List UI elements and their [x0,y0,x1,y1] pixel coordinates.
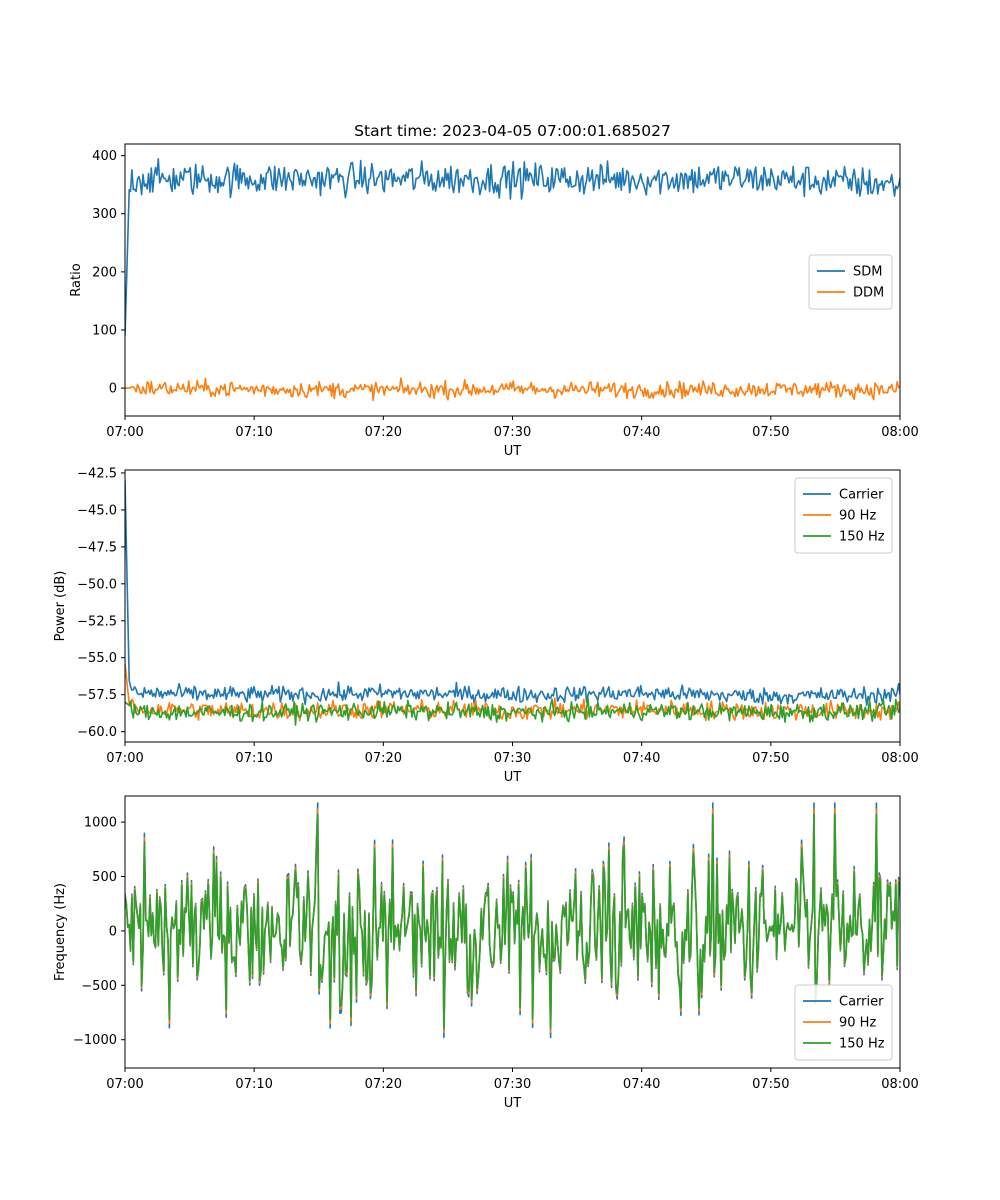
legend: Carrier 90 Hz 150 Hz [794,477,893,554]
legend-box [808,254,893,310]
series-line-ddm [125,377,900,402]
y-tick-label: −50.0 [77,577,117,592]
y-tick-label: 200 [92,265,117,280]
legend-label: 90 Hz [839,1016,876,1031]
legend-label: DDM [853,286,884,301]
plot-area [125,158,900,402]
x-tick-label: 08:00 [881,425,918,440]
y-axis-label: Power (dB) [53,571,68,642]
legend-label: SDM [853,265,882,280]
power-panel: 07:00 07:10 07:20 07:30 07:40 07:50 08:00 −60.0… [53,466,919,785]
x-tick-label: 07:40 [623,1077,660,1092]
x-tick-label: 07:30 [494,425,531,440]
plot-area [125,802,900,1039]
y-tick-label: 400 [92,149,117,164]
legend: Carrier 90 Hz 150 Hz [794,984,893,1061]
x-tick-label: 07:10 [235,751,272,766]
x-axis-label: UT [504,770,522,785]
plot-area [125,480,900,726]
x-tick-label: 07:00 [106,751,143,766]
legend-label: 90 Hz [839,509,876,524]
x-tick-label: 07:20 [365,751,402,766]
y-tick-label: 500 [92,870,117,885]
y-tick-label: −45.0 [77,503,117,518]
y-tick-label: 0 [109,924,117,939]
y-tick-label: −42.5 [77,466,117,481]
y-tick-label: 1000 [84,816,117,831]
y-tick-label: 300 [92,207,117,222]
y-tick-label: −55.0 [77,651,117,666]
ratio-panel: 07:00 07:10 07:20 07:30 07:40 07:50 08:00 0 100 2… [69,143,919,459]
y-axis-label: Frequency (Hz) [53,883,68,981]
x-tick-label: 07:50 [752,1077,789,1092]
series-line-150-hz [125,813,900,1030]
x-tick-label: 08:00 [881,1077,918,1092]
x-tick-label: 07:20 [365,1077,402,1092]
legend-box [794,984,893,1061]
x-tick-label: 07:50 [752,751,789,766]
series-line-carrier [125,480,900,707]
series-line-sdm [125,158,900,336]
x-tick-label: 07:10 [235,1077,272,1092]
axes-frame [124,469,901,743]
axes-frame [124,143,901,417]
y-tick-label: −500 [81,979,117,994]
y-axis-label: Ratio [69,263,84,296]
y-tick-label: −60.0 [77,725,117,740]
x-axis-label: UT [504,444,522,459]
x-tick-label: 07:40 [623,425,660,440]
legend-label: 150 Hz [839,1037,885,1052]
x-tick-label: 07:30 [494,751,531,766]
x-tick-label: 07:40 [623,751,660,766]
x-tick-label: 07:50 [752,425,789,440]
legend-label: 150 Hz [839,530,885,545]
y-tick-label: −47.5 [77,540,117,555]
x-tick-label: 07:00 [106,425,143,440]
legend-box [794,477,893,554]
x-tick-label: 07:20 [365,425,402,440]
frequency-panel: 07:00 07:10 07:20 07:30 07:40 07:50 08:00 −1000… [53,795,919,1111]
y-tick-label: −57.5 [77,688,117,703]
x-tick-label: 07:00 [106,1077,143,1092]
y-tick-label: 100 [92,323,117,338]
legend-label: Carrier [839,995,884,1010]
y-tick-label: −52.5 [77,614,117,629]
figure-title: Start time: 2023-04-05 07:00:01.685027 [354,122,671,140]
x-tick-label: 08:00 [881,751,918,766]
x-tick-label: 07:30 [494,1077,531,1092]
y-tick-label: −1000 [73,1033,117,1048]
x-tick-label: 07:10 [235,425,272,440]
legend-label: Carrier [839,488,884,503]
y-tick-label: 0 [109,382,117,397]
series-line-150-hz [125,697,900,726]
legend: SDM DDM [808,254,893,310]
x-axis-label: UT [504,1096,522,1111]
